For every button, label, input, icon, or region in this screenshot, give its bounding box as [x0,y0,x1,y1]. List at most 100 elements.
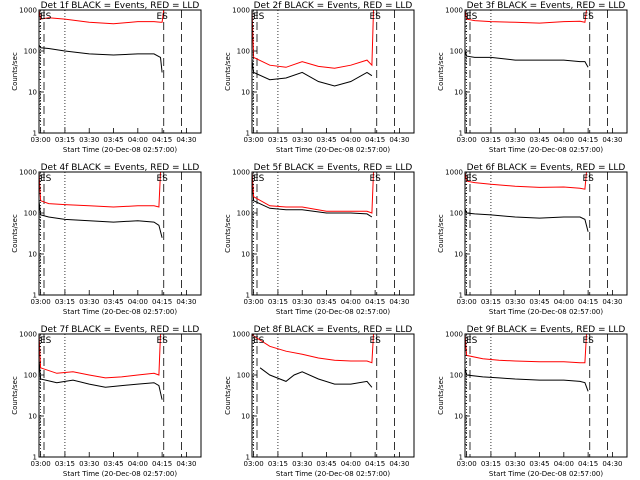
x-tick-label: 03:15 [55,298,75,306]
x-tick-label: 03:45 [529,298,549,306]
y-tick-label: 1000 [19,331,37,339]
y-tick-label: 1 [459,292,463,300]
x-tick-label: 03:15 [268,460,288,468]
panel-title: Det 2f BLACK = Events, RED = LLD [254,1,413,11]
y-tick-label: 1000 [232,169,250,177]
x-tick-label: 03:45 [529,136,549,144]
plot-frame [251,9,415,134]
panel-title: Det 6f BLACK = Events, RED = LLD [467,163,626,173]
x-tick-label: 03:00 [457,136,477,144]
series-line-events [38,44,163,73]
series-line-events [464,367,589,392]
panel-title: Det 7f BLACK = Events, RED = LLD [41,325,200,335]
x-tick-label: 03:15 [481,136,501,144]
x-tick-label: 04:15 [578,136,598,144]
x-tick-label: 04:15 [152,298,172,306]
x-axis-label: Start Time (20-Dec-08 02:57:00) [489,146,603,154]
x-tick-label: 03:15 [55,460,75,468]
detector-panel: Det 3f BLACK = Events, RED = LLD 1 10 100 10… [437,1,628,154]
x-tick-label: 03:00 [31,136,51,144]
panel-title: Det 9f BLACK = Events, RED = LLD [467,325,626,335]
x-tick-label: 04:00 [554,298,574,306]
x-tick-label: 03:15 [268,298,288,306]
y-tick-label: 1 [246,454,250,462]
y-tick-label: 100 [24,48,37,56]
x-axis-label: Start Time (20-Dec-08 02:57:00) [489,308,603,316]
x-tick-label: 03:00 [244,460,264,468]
y-tick-label: 10 [28,251,37,259]
detector-panel: Det 8f BLACK = Events, RED = LLD 1 10 100 10… [224,325,415,478]
series-line-lld [464,171,587,190]
series-line-lld [251,171,374,214]
x-tick-label: 03:45 [529,460,549,468]
series-line-events [464,208,589,232]
flag-marker: ES [253,12,265,22]
x-tick-label: 04:00 [128,136,148,144]
detector-panel: Det 9f BLACK = Events, RED = LLD 1 10 100 10… [437,325,628,478]
y-axis-label: Counts/sec [11,52,19,91]
x-tick-label: 03:00 [244,298,264,306]
x-tick-label: 03:00 [31,298,51,306]
x-tick-label: 03:00 [244,136,264,144]
x-tick-label: 03:45 [316,136,336,144]
flag-marker: ES [253,336,265,346]
x-tick-label: 03:15 [481,460,501,468]
plot-frame [38,171,202,296]
flag-marker: ES [583,336,595,346]
x-tick-label: 04:30 [176,298,196,306]
x-tick-label: 04:30 [389,298,409,306]
y-tick-label: 100 [24,372,37,380]
series-line-lld [251,9,374,69]
flag-marker: ES [40,12,52,22]
x-tick-label: 04:30 [176,460,196,468]
y-tick-label: 100 [237,210,250,218]
flag-marker: ES [40,174,52,184]
y-axis-label: Counts/sec [224,376,232,415]
x-axis-label: Start Time (20-Dec-08 02:57:00) [63,470,177,478]
x-tick-label: 04:15 [365,460,385,468]
y-tick-label: 100 [24,210,37,218]
y-tick-label: 10 [454,413,463,421]
y-tick-label: 10 [241,413,250,421]
series-line-events [464,50,589,68]
y-tick-label: 1 [33,292,37,300]
y-tick-label: 1000 [232,7,250,15]
y-tick-label: 100 [450,372,463,380]
x-tick-label: 04:15 [152,460,172,468]
plot-frame [251,171,415,296]
y-tick-label: 1000 [445,331,463,339]
plot-frame [464,171,628,296]
plot-frame [38,333,202,458]
flag-marker: ES [157,12,169,22]
x-tick-label: 04:30 [602,460,622,468]
y-tick-label: 1000 [445,7,463,15]
plot-frame [251,333,415,458]
flag-marker: ES [253,174,265,184]
x-tick-label: 03:45 [103,298,123,306]
series-line-events [38,200,163,238]
x-tick-label: 03:30 [292,298,312,306]
y-tick-label: 10 [454,89,463,97]
y-tick-label: 1000 [232,331,250,339]
y-tick-label: 1 [33,130,37,138]
detector-panel: Det 2f BLACK = Events, RED = LLD 1 10 100 10… [224,1,415,154]
flag-marker: ES [370,12,382,22]
y-tick-label: 1000 [445,169,463,177]
x-tick-label: 03:00 [457,460,477,468]
flag-marker: ES [583,174,595,184]
x-axis-label: Start Time (20-Dec-08 02:57:00) [276,146,390,154]
plot-frame [464,9,628,134]
flag-marker: ES [583,12,595,22]
y-tick-label: 10 [28,89,37,97]
x-tick-label: 03:45 [316,460,336,468]
y-axis-label: Counts/sec [224,52,232,91]
x-tick-label: 03:45 [316,298,336,306]
flag-marker: ES [466,336,478,346]
detector-panel: Det 6f BLACK = Events, RED = LLD 1 10 100 10… [437,163,628,316]
detector-panel: Det 7f BLACK = Events, RED = LLD 1 10 100 10… [11,325,202,478]
x-tick-label: 04:00 [554,460,574,468]
x-tick-label: 04:30 [176,136,196,144]
y-tick-label: 10 [28,413,37,421]
x-tick-label: 04:15 [578,460,598,468]
